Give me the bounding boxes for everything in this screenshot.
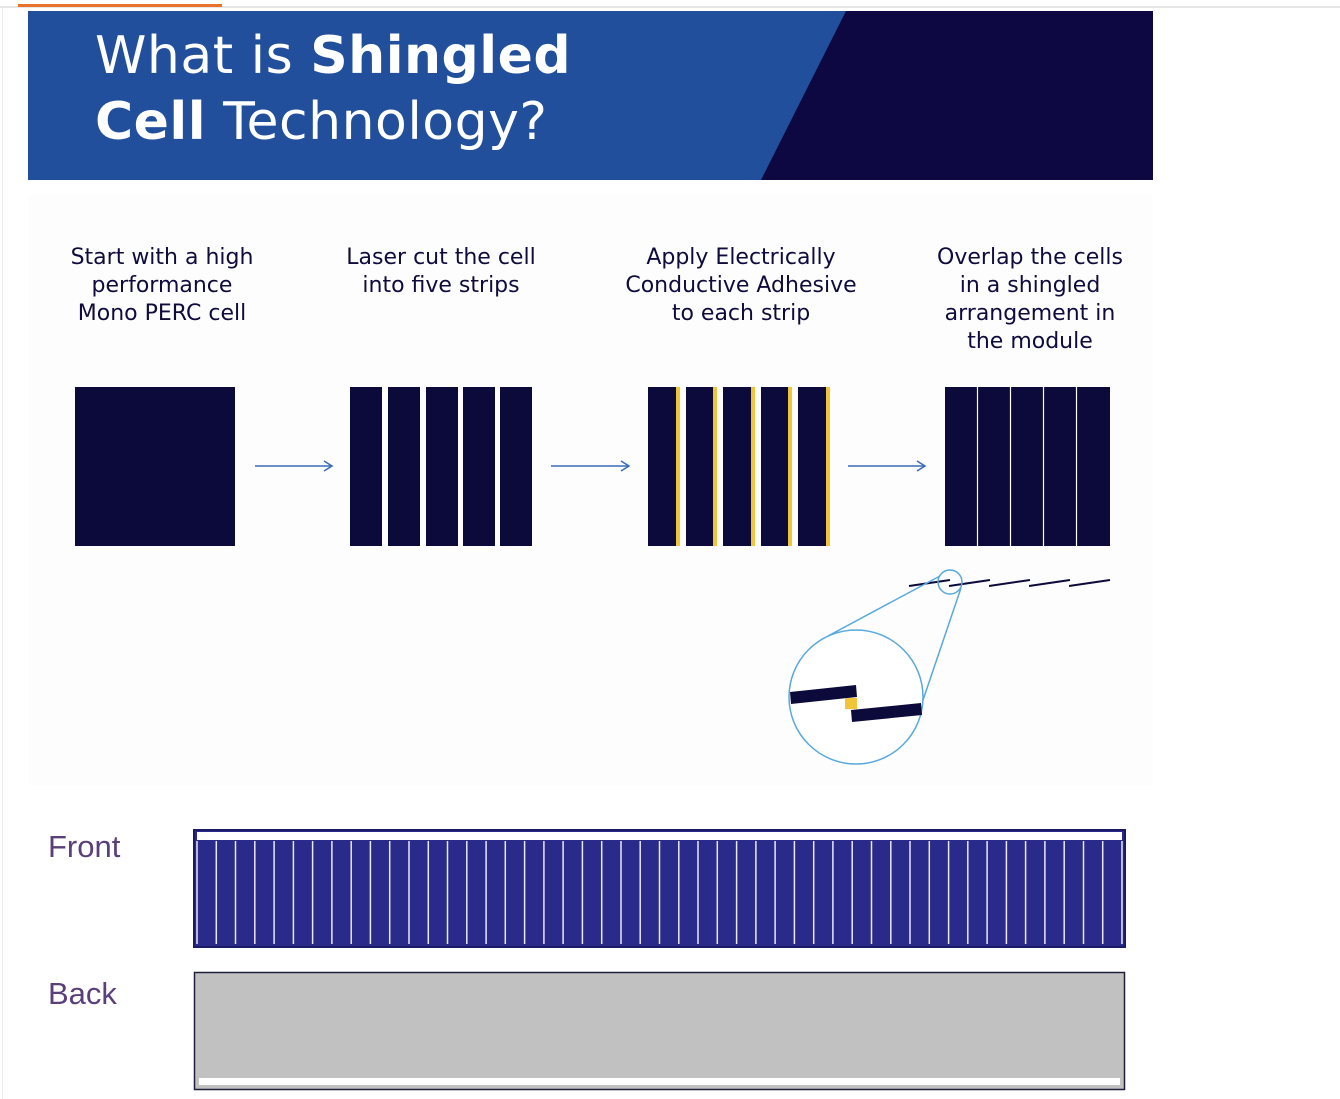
back-module	[193, 971, 1126, 1091]
profile-strip	[1068, 579, 1111, 587]
five-cut-strips	[350, 387, 532, 546]
back-module-bottom-rail	[199, 1078, 1120, 1085]
zoom-adhesive-dot	[845, 698, 857, 709]
title-part-2: Shingled	[310, 26, 572, 86]
profile-strip	[908, 579, 951, 587]
adhesive-strip	[648, 387, 676, 546]
adhesive-line	[713, 387, 717, 546]
top-border	[0, 6, 1340, 8]
cut-strip	[350, 387, 382, 546]
cut-strip	[426, 387, 458, 546]
banner-blue-block	[28, 11, 846, 180]
top-accent-bar	[18, 4, 222, 7]
arrow-right-icon	[848, 460, 927, 472]
front-module-top-rail	[197, 832, 1122, 840]
cut-strip	[463, 387, 495, 546]
shingled-cell-block	[945, 387, 1110, 546]
step-4-caption: Overlap the cells in a shingled arrangem…	[937, 245, 1123, 354]
zoom-upper-strip	[790, 685, 857, 704]
shingle-side-profile	[908, 579, 1111, 587]
process-diagram	[75, 387, 1111, 765]
profile-strip	[1028, 579, 1071, 587]
mono-perc-cell	[75, 387, 235, 546]
title-part-1: What is	[95, 26, 311, 86]
title-banner: What is Shingled Cell Technology?	[28, 11, 1153, 180]
front-label: Front	[48, 829, 121, 864]
zoom-source-circle	[937, 569, 963, 595]
zoom-lower-strip	[851, 703, 922, 722]
banner-background	[28, 11, 1153, 180]
adhesive-strip	[761, 387, 788, 546]
profile-strip	[948, 579, 991, 587]
zoom-connector-line	[827, 575, 941, 637]
cut-strip	[388, 387, 420, 546]
adhesive-strip	[686, 387, 713, 546]
zoom-connector-line	[920, 587, 962, 707]
strips-with-adhesive	[648, 387, 830, 546]
adhesive-strip	[723, 387, 751, 546]
adhesive-line	[751, 387, 755, 546]
adhesive-strip	[798, 387, 826, 546]
step-2-caption: Laser cut the cell into five strips	[346, 245, 536, 298]
back-label: Back	[48, 976, 117, 1011]
step-3-caption: Apply Electrically Conductive Adhesive t…	[625, 245, 857, 326]
title-part-4: Technology?	[206, 92, 548, 152]
front-module	[193, 829, 1126, 948]
cut-strip	[500, 387, 532, 546]
shingled-module	[945, 387, 1110, 546]
profile-strip	[988, 579, 1031, 587]
back-module-panel	[193, 971, 1126, 1091]
front-strip-seams	[196, 841, 1123, 944]
step-1-caption: Start with a high performance Mono PERC …	[70, 245, 254, 326]
adhesive-line	[676, 387, 680, 546]
arrow-right-icon	[551, 460, 631, 472]
zoom-lens-icon	[788, 569, 963, 765]
adhesive-line	[826, 387, 830, 546]
title-part-3: Cell	[95, 92, 207, 152]
arrow-right-icon	[255, 460, 334, 472]
left-border	[2, 8, 3, 1099]
page-title: What is Shingled Cell Technology?	[95, 23, 571, 155]
adhesive-line	[788, 387, 792, 546]
